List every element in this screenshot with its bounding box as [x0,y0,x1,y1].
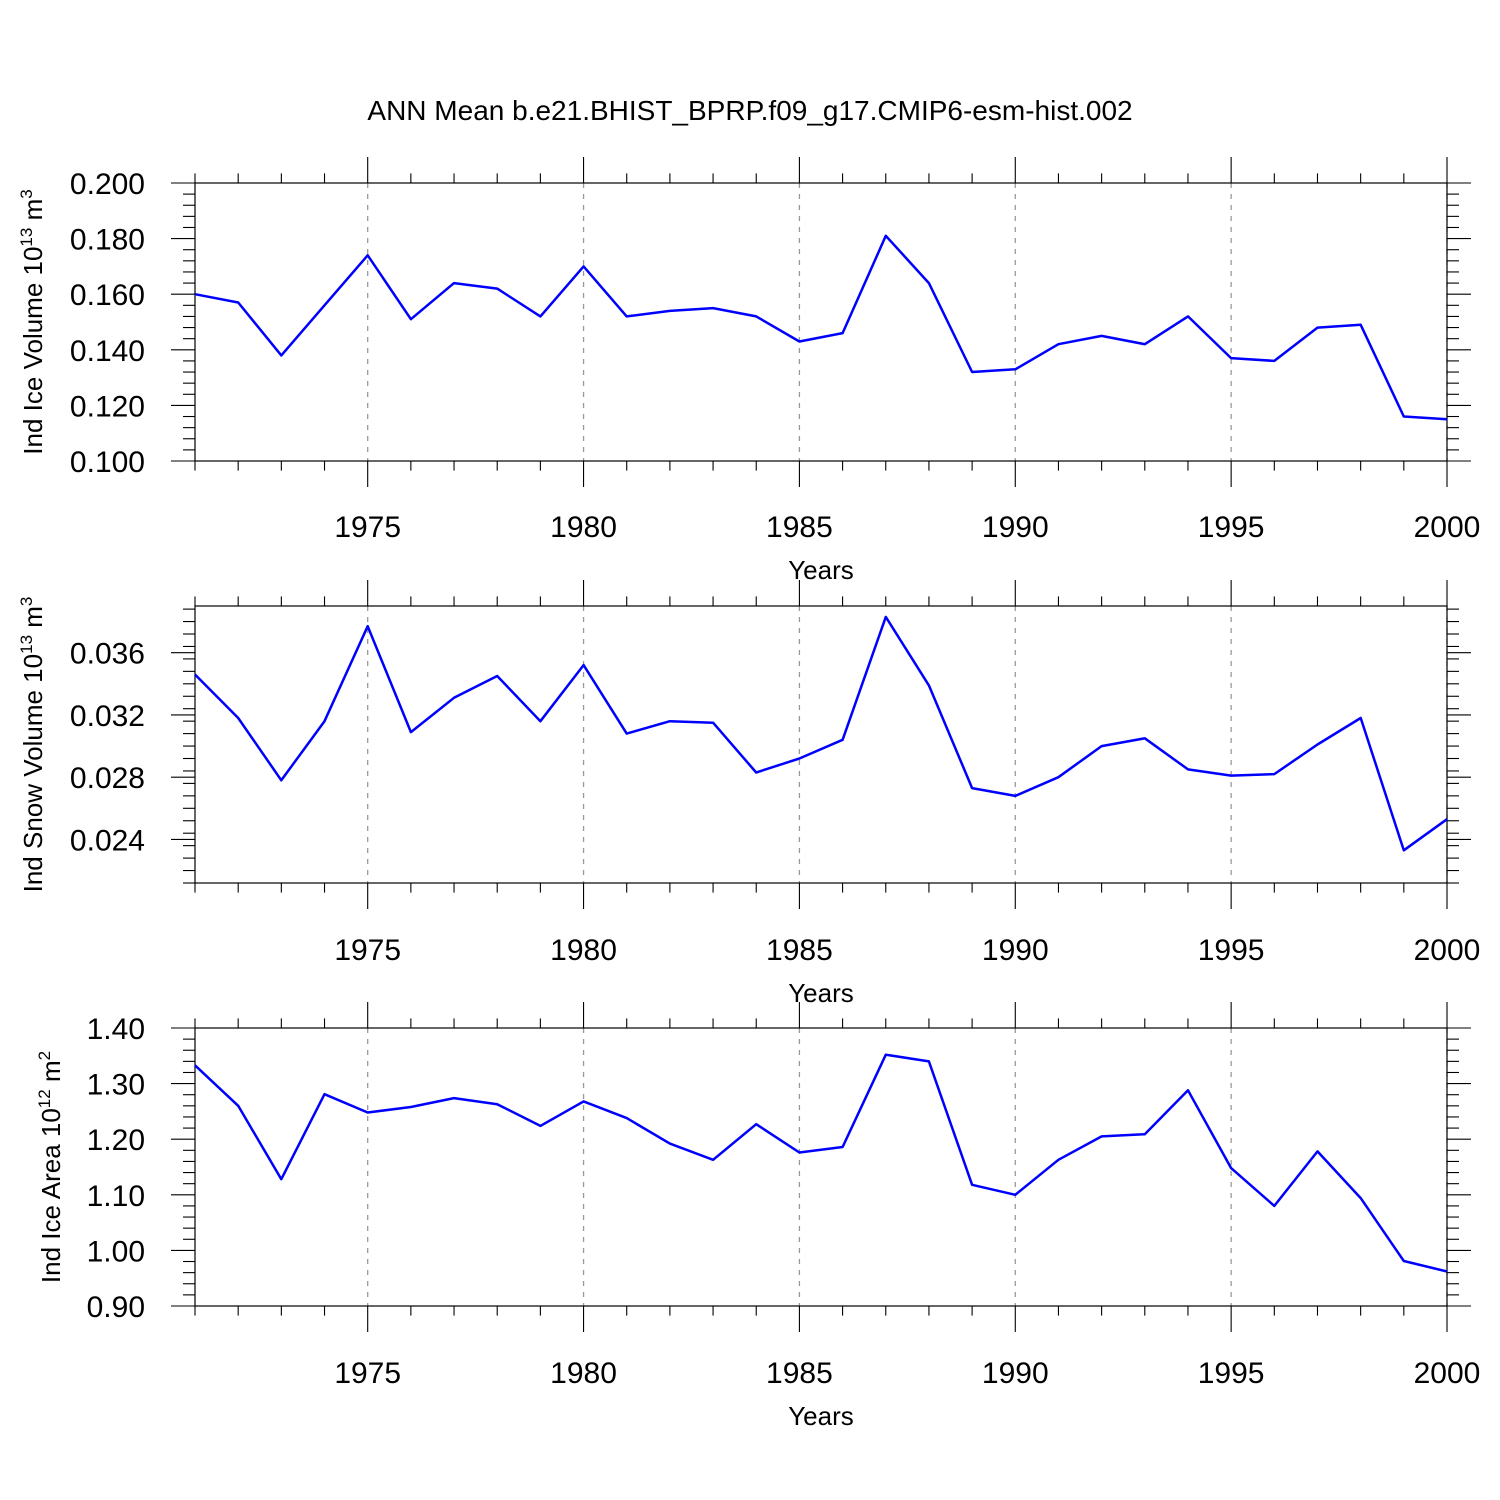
y-tick-label: 0.160 [70,279,145,312]
y-tick-label: 0.90 [87,1291,145,1324]
x-tick-label: 1990 [982,934,1049,967]
x-axis-label: Years [788,1401,854,1431]
y-tick-label: 0.200 [70,168,145,201]
y-axis-label: Ind Ice Area 1012 m2 [35,1051,66,1283]
y-axis-label-text: Ind Ice Volume 10 [18,247,48,455]
x-tick-label: 1985 [766,511,833,544]
y-axis-label-text: m [18,606,48,635]
chart-panel-3: 1975 1980 1985 1990 1995 2000 0.90 1.00 1.10 1.20… [35,1002,1481,1431]
y-axis-label-text: Ind Snow Volume 10 [18,654,48,893]
x-axis-label: Years [788,555,854,585]
chart-panel-1: 1975 1980 1985 1990 1995 2000 0.100 0.120 0.140 0… [17,157,1481,585]
y-axis-label-text: m [18,199,48,228]
x-tick-label: 1985 [766,1357,833,1390]
x-tick-label: 1975 [334,934,401,967]
panels: 1975 1980 1985 1990 1995 2000 0.100 0.120 0.140 0… [17,157,1481,1431]
series-line [194,1053,1448,1273]
x-tick-label: 1980 [550,934,617,967]
figure-title: ANN Mean b.e21.BHIST_BPRP.f09_g17.CMIP6-… [367,95,1132,126]
x-tick-label: 1990 [982,1357,1049,1390]
x-tick-label: 2000 [1414,1357,1481,1390]
y-tick-label: 1.30 [87,1069,145,1102]
y-axis-label-superscript: 2 [35,1051,54,1060]
y-tick-label: 0.180 [70,224,145,257]
series-line [194,234,1448,421]
x-tick-label: 1975 [334,1357,401,1390]
y-tick-label: 0.024 [70,824,145,857]
y-tick-label: 0.028 [70,762,145,795]
x-tick-label: 1975 [334,511,401,544]
y-axis-label-text: Ind Ice Area 10 [36,1108,66,1283]
y-axis-label-superscript: 3 [17,597,36,606]
x-tick-label: 1990 [982,511,1049,544]
x-tick-label: 2000 [1414,934,1481,967]
y-axis-label-superscript: 3 [17,189,36,198]
y-axis-label: Ind Ice Volume 1013 m3 [17,189,48,454]
y-axis-label-superscript: 13 [17,228,36,247]
x-tick-label: 1995 [1198,1357,1265,1390]
chart-panel-2: 1975 1980 1985 1990 1995 2000 0.024 0.028 0.032 0… [17,580,1481,1008]
y-axis-label-superscript: 13 [17,635,36,654]
y-tick-label: 0.120 [70,390,145,423]
x-tick-label: 2000 [1414,511,1481,544]
x-axis-label: Years [788,978,854,1008]
y-tick-label: 0.036 [70,638,145,671]
plot-frame [194,1027,1448,1307]
y-tick-label: 0.100 [70,446,145,479]
x-tick-label: 1995 [1198,934,1265,967]
y-axis-label-superscript: 12 [35,1089,54,1108]
y-axis-label-text: m [36,1060,66,1089]
y-tick-label: 0.140 [70,335,145,368]
x-tick-label: 1980 [550,511,617,544]
x-tick-label: 1985 [766,934,833,967]
plot-frame [194,182,1448,462]
y-tick-label: 0.032 [70,700,145,733]
y-tick-label: 1.00 [87,1235,145,1268]
x-tick-label: 1995 [1198,511,1265,544]
y-axis-label: Ind Snow Volume 1013 m3 [17,597,48,893]
y-tick-label: 1.10 [87,1180,145,1213]
series-line [194,615,1448,852]
y-tick-label: 1.40 [87,1013,145,1046]
plot-frame [194,605,1448,884]
y-tick-label: 1.20 [87,1124,145,1157]
x-tick-label: 1980 [550,1357,617,1390]
